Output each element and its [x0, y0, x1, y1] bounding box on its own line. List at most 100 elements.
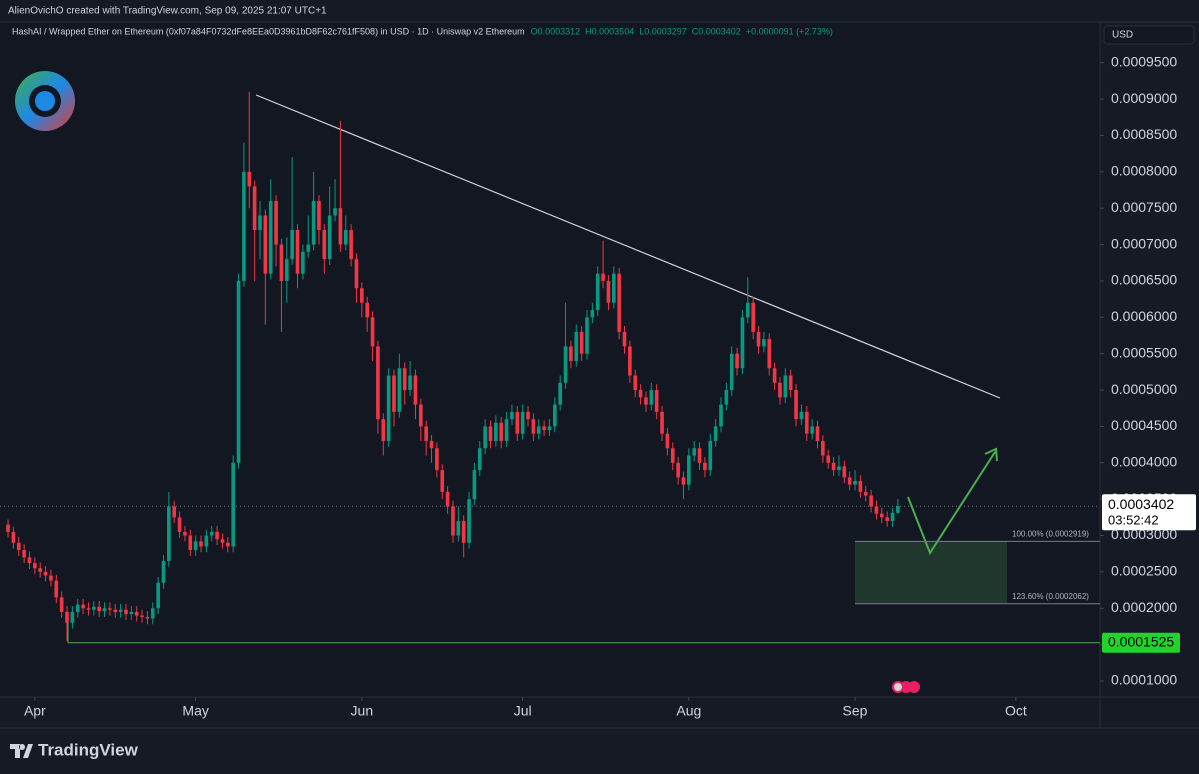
candle-body: [863, 491, 868, 496]
candle-body: [579, 331, 584, 354]
candle-body: [745, 302, 750, 318]
candle-body: [553, 404, 557, 427]
candle-body: [515, 411, 520, 434]
candle-body: [343, 230, 348, 245]
legend-value: L0.0003297: [639, 26, 687, 36]
candle-body: [778, 382, 782, 398]
y-tick-label: 0.0002000: [1111, 599, 1177, 615]
header: AlienOvichO created with TradingView.com…: [8, 6, 327, 17]
candle-body: [333, 208, 337, 216]
candle-body: [740, 317, 745, 369]
trend-line: [255, 94, 1001, 399]
countdown: 03:52:42: [1108, 513, 1159, 528]
candle-body: [638, 390, 643, 398]
candle-body: [494, 422, 498, 441]
candle-body: [204, 535, 209, 547]
candle-body: [853, 480, 857, 485]
candle-body: [22, 550, 26, 558]
candle-body: [756, 331, 761, 347]
candle-body: [799, 411, 804, 420]
y-tick-label: 0.0006500: [1111, 272, 1177, 288]
candle-body: [247, 171, 252, 187]
candle-body: [644, 397, 648, 405]
candle-body: [70, 611, 75, 623]
candle-body: [762, 339, 766, 347]
candle-body: [654, 390, 659, 412]
candle-body: [140, 615, 144, 617]
legend-value: H0.0003504: [585, 26, 634, 36]
candle-body: [349, 230, 353, 260]
logo: [15, 71, 75, 131]
candle-body: [118, 609, 123, 612]
candle-body: [338, 208, 343, 245]
candle-body: [483, 426, 487, 449]
candle-body: [633, 375, 638, 391]
candle-body: [767, 339, 772, 369]
last-price-tag: [1102, 494, 1196, 531]
candle-body: [847, 477, 852, 485]
y-tick-label: 0.0009500: [1111, 53, 1177, 69]
candle-body: [397, 368, 402, 412]
candle-body: [531, 419, 536, 434]
candle-body: [365, 302, 370, 318]
candle-body: [354, 259, 359, 289]
y-tick-label: 0.0001000: [1111, 672, 1177, 688]
candle-body: [890, 512, 895, 521]
event-flags: [892, 681, 920, 693]
candle-body: [11, 531, 16, 543]
candle-body: [676, 462, 680, 478]
candle-body: [226, 542, 230, 547]
x-tick-label: Jun: [351, 703, 374, 719]
candle-body: [810, 426, 814, 434]
candle-body: [317, 200, 321, 231]
candle-body: [327, 215, 332, 260]
candle-body: [681, 477, 686, 485]
candle-body: [86, 608, 91, 610]
candle-body: [461, 520, 466, 543]
candle-body: [692, 448, 697, 456]
candle-body: [601, 273, 605, 281]
support-label: 0.0001525: [1108, 634, 1174, 650]
candle-body: [665, 433, 670, 449]
y-tick-label: 0.0006000: [1111, 308, 1177, 324]
candle-body: [815, 426, 820, 441]
candle-body: [150, 608, 155, 619]
candle-body: [504, 419, 509, 441]
candle-body: [376, 346, 380, 420]
candle-body: [660, 411, 664, 434]
candle-body: [874, 506, 879, 514]
candle-body: [837, 466, 841, 471]
candle-body: [456, 520, 461, 536]
legend-value: C0.0003402: [692, 26, 741, 36]
candle-body: [670, 448, 675, 463]
y-tick-label: 0.0004500: [1111, 417, 1177, 433]
chart-title: HashAI / Wrapped Ether on Ethereum (0xf0…: [12, 26, 525, 36]
candle-body: [295, 230, 300, 274]
candle-body: [16, 542, 21, 551]
candle-body: [188, 535, 193, 551]
candle-body: [108, 608, 112, 610]
candle-body: [392, 375, 396, 412]
y-tick-label: 0.0008000: [1111, 163, 1177, 179]
fib-label: 123.60% (0.0002062): [1012, 592, 1089, 601]
candle-body: [751, 302, 755, 332]
candle-body: [467, 499, 471, 543]
candle-body: [38, 568, 43, 572]
candle-body: [472, 470, 477, 500]
x-tick-label: Oct: [1005, 703, 1027, 719]
candle-body: [97, 606, 101, 612]
last-price-label: 0.0003402: [1108, 496, 1174, 512]
candle-body: [788, 375, 793, 391]
y-tick-label: 0.0009000: [1111, 90, 1177, 106]
candle-body: [429, 440, 434, 449]
candle-body: [370, 317, 375, 347]
candle-body: [129, 611, 134, 615]
candle-body: [381, 419, 386, 441]
candle-body: [783, 375, 788, 398]
candle-body: [177, 517, 182, 532]
candle-body: [590, 310, 595, 318]
legend-value: O0.0003312: [531, 26, 581, 36]
x-tick-label: May: [182, 703, 208, 719]
candle-body: [574, 331, 579, 361]
